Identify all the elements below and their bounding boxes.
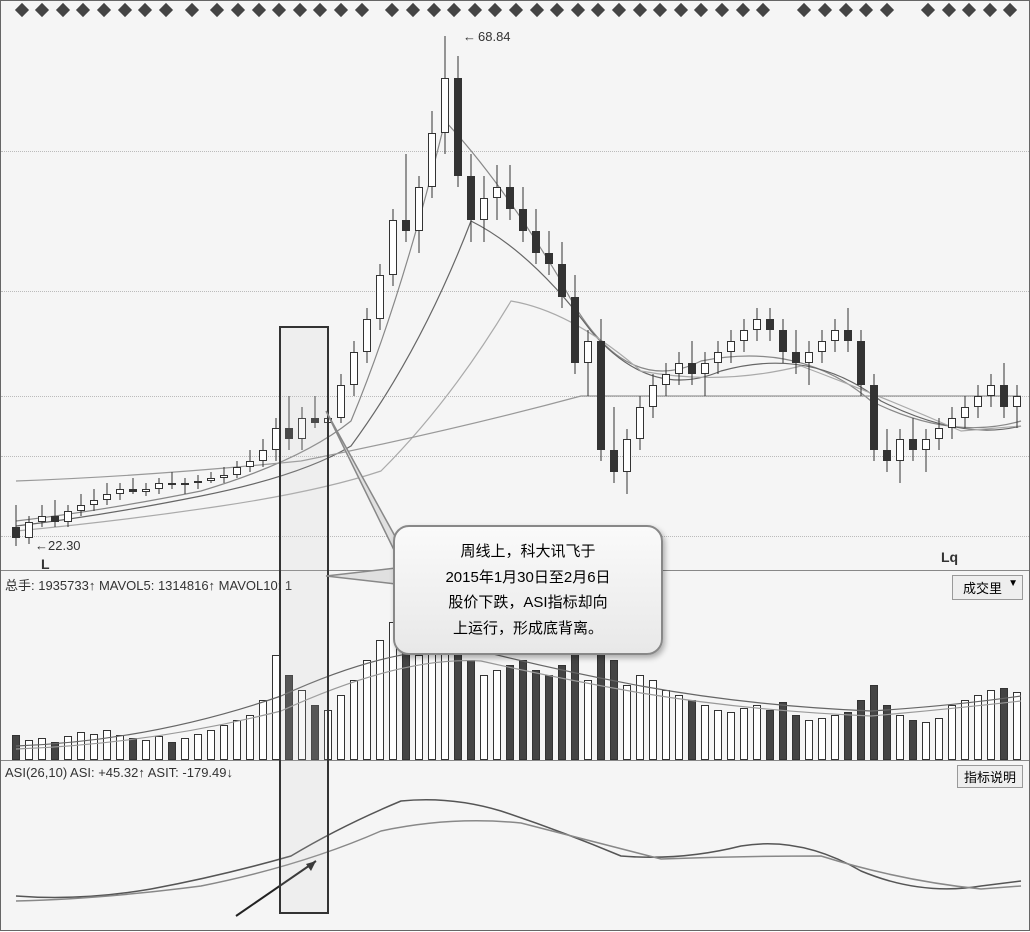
callout-line2: 2015年1月30日至2月6日 <box>413 565 643 591</box>
price-panel: 68.84 ←22.30 L L Lq <box>1 1 1029 571</box>
volume-dropdown[interactable]: 成交里 <box>952 575 1023 600</box>
low-price-label: ←22.30 <box>33 538 83 553</box>
asi-lines-svg <box>1 761 1030 931</box>
lq-marker: Lq <box>941 549 958 565</box>
l-marker-1: L <box>41 556 50 572</box>
callout-line3: 股价下跌，ASI指标却向 <box>413 590 643 616</box>
asi-panel: ASI(26,10) ASI: +45.32↑ ASIT: -179.49↓ 指… <box>1 761 1029 931</box>
callout-line1: 周线上，科大讯飞于 <box>413 539 643 565</box>
stock-chart-container: 68.84 ←22.30 L L Lq 总手: 1935733↑ MAVOL5:… <box>0 0 1030 931</box>
annotation-callout: 周线上，科大讯飞于 2015年1月30日至2月6日 股价下跌，ASI指标却向 上… <box>393 525 663 655</box>
highlight-rectangle <box>279 326 329 914</box>
volume-info-text: 总手: 1935733↑ MAVOL5: 1314816↑ MAVOL10: 1 <box>5 575 292 594</box>
callout-line4: 上运行，形成底背离。 <box>413 616 643 642</box>
diamond-markers <box>1 3 1029 17</box>
high-price-label: 68.84 <box>461 29 513 44</box>
